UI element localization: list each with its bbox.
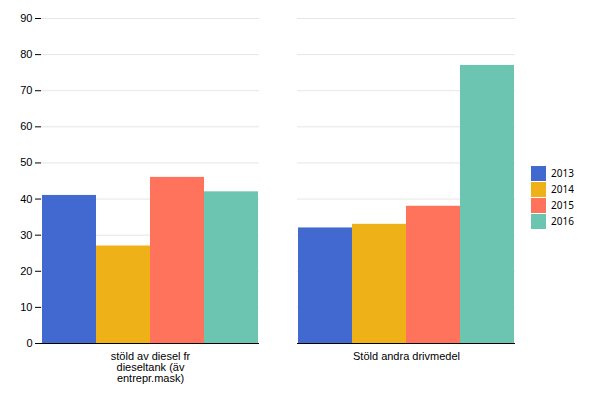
svg-text:40: 40 bbox=[20, 192, 32, 204]
svg-text:50: 50 bbox=[20, 156, 32, 168]
html-text:2014: 2014 bbox=[551, 182, 574, 196]
svg-text:70: 70 bbox=[20, 84, 32, 96]
svg-text:30: 30 bbox=[20, 228, 32, 240]
svg-text:stöld av diesel frdieseltank (: stöld av diesel frdieseltank (äventrepr.… bbox=[111, 350, 191, 384]
svg-text:10: 10 bbox=[20, 300, 32, 312]
html-text:2013: 2013 bbox=[551, 166, 574, 180]
html-text:2016: 2016 bbox=[551, 214, 574, 228]
svg-text:Stöld andra drivmedel: Stöld andra drivmedel bbox=[353, 350, 460, 362]
svg-text:20: 20 bbox=[20, 264, 32, 276]
svg-text:90: 90 bbox=[20, 12, 32, 24]
svg-text:60: 60 bbox=[20, 120, 32, 132]
svg-text:80: 80 bbox=[20, 48, 32, 60]
svg-text:0: 0 bbox=[26, 337, 32, 349]
html-text:2015: 2015 bbox=[551, 198, 574, 212]
